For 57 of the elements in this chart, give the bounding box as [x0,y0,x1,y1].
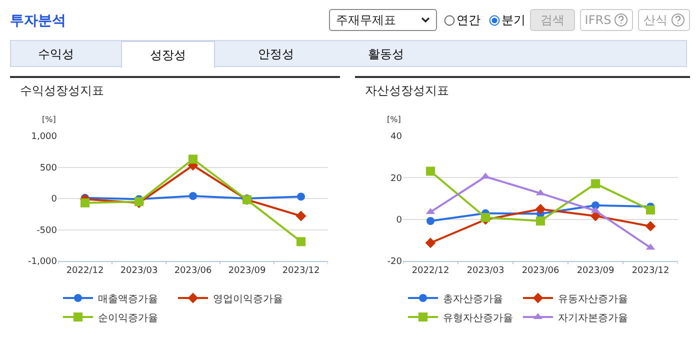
y-tick-label: 0 [51,194,58,205]
text: 투자분석 [10,12,66,30]
y-tick-label: -500 [36,226,58,236]
text: IFRS [584,13,612,27]
legend-label: 유형자산증가율 [443,312,513,324]
legend-label: 총자산증가율 [443,294,503,305]
point [591,179,600,188]
point [80,198,90,208]
y-tick-label: 0 [396,215,402,226]
text: 주재무제표 [336,12,396,28]
y-tick-label: 40 [390,132,402,142]
y-axis-title: [%] [42,115,56,124]
y-tick-label: 1,000 [31,132,58,142]
point [426,217,434,225]
text: 안정성 [257,46,295,62]
text: 활동성 [367,46,405,62]
point [592,201,600,210]
legend-label: 매출액증가율 [98,294,158,305]
text: 연간 [456,12,480,28]
point [481,212,490,222]
point [425,238,436,248]
legend-label: 영업이익증가율 [213,294,283,305]
x-tick-label: 2023/03 [466,266,504,276]
point [536,216,545,226]
point [646,205,655,214]
x-tick-label: 2023/12 [282,266,320,276]
text: 성장성 [121,41,215,68]
text: 검색 [540,12,564,28]
point [296,237,306,246]
chart-title: 수익성장성지표 [20,83,104,98]
y-tick-label: 500 [40,163,58,174]
point [188,154,198,164]
y-axis-title: [%] [387,115,401,124]
text: 산식 [644,12,668,28]
x-tick-label: 2023/03 [120,266,158,276]
point [426,166,435,176]
legend-label: 자기자본증가율 [558,312,628,324]
legend-label: 유동자산증가율 [558,294,628,305]
legend-label: 순이익증가율 [98,312,158,324]
point [535,204,546,214]
text: 수익성 [37,46,75,62]
point [296,210,306,222]
text: 분기 [502,12,526,28]
x-tick-label: 2023/09 [228,266,266,276]
point [645,221,656,232]
point [189,192,197,200]
x-tick-label: 2023/09 [576,266,614,276]
y-tick-label: -20 [387,257,402,268]
x-tick-label: 2022/12 [412,266,450,276]
x-tick-label: 2022/12 [66,266,104,276]
x-tick-label: 2023/12 [632,266,670,276]
y-tick-label: 20 [390,174,402,184]
y-tick-label: -1,000 [28,257,58,268]
x-tick-label: 2023/06 [174,266,212,276]
chart-title: 자산성장성지표 [365,83,450,98]
x-tick-label: 2023/06 [522,266,560,276]
point [297,192,305,201]
